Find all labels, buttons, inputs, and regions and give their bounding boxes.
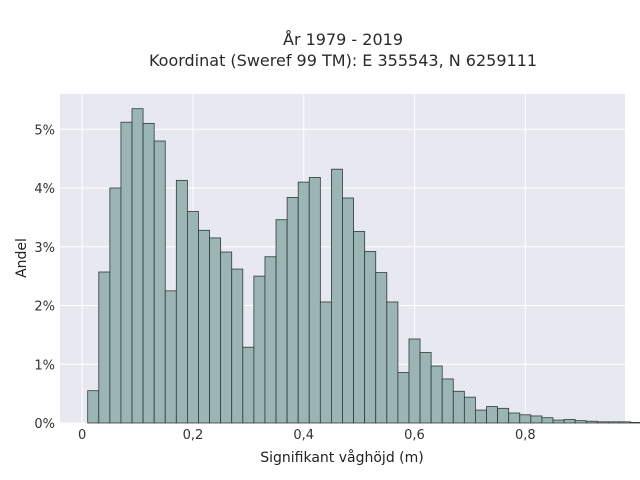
histogram-bar: [109, 187, 122, 424]
histogram-bar: [375, 272, 388, 424]
histogram-bar: [98, 271, 111, 424]
y-tick-label: 3%: [34, 241, 55, 256]
histogram-bar: [242, 346, 255, 424]
histogram-bar: [187, 211, 199, 424]
y-tick-label: 1%: [34, 358, 55, 373]
histogram-bar: [153, 140, 166, 424]
histogram-bar: [131, 108, 144, 424]
y-axis-label: Andel: [14, 238, 30, 278]
histogram-bar: [142, 122, 155, 424]
chart-title: År 1979 - 2019: [283, 30, 403, 49]
histogram-bar: [530, 415, 543, 424]
histogram-bar: [164, 290, 177, 424]
x-tick-label: 0: [78, 428, 86, 443]
histogram-bar: [353, 231, 366, 424]
x-tick-label: 0,4: [293, 428, 314, 443]
histogram-bar: [574, 420, 587, 424]
histogram-bar: [619, 421, 631, 424]
histogram-bar: [596, 421, 609, 424]
histogram-bar: [209, 237, 222, 424]
histogram-bar: [475, 409, 487, 424]
histogram-bar: [397, 372, 410, 424]
histogram-bar: [286, 196, 299, 424]
y-axis-ticks: 0% 1% 2% 3% 4% 5%: [34, 123, 55, 432]
histogram-bar: [607, 421, 620, 424]
y-tick-label: 2%: [34, 300, 55, 315]
y-tick-label: 4%: [34, 182, 55, 197]
histogram-bar: [253, 275, 266, 424]
histogram-bar: [441, 378, 454, 424]
histogram-bar: [430, 365, 443, 424]
x-tick-label: 0,8: [515, 428, 536, 443]
x-tick-label: 0,2: [183, 428, 204, 443]
y-tick-label: 5%: [34, 123, 55, 138]
histogram-bar: [87, 390, 100, 424]
histogram-bar: [297, 181, 310, 424]
histogram-bar: [552, 419, 565, 424]
x-axis-label: Signifikant våghöjd (m): [260, 449, 423, 466]
chart-subtitle: Koordinat (Sweref 99 TM): E 355543, N 62…: [149, 51, 537, 70]
x-axis-ticks: 0 0,2 0,4 0,6 0,8: [78, 428, 536, 443]
histogram-bar: [308, 177, 321, 424]
histogram-bar: [386, 301, 399, 424]
histogram-bar: [264, 256, 277, 424]
histogram-bar: [452, 390, 465, 424]
histogram-bar: [120, 121, 133, 424]
y-tick-label: 0%: [34, 417, 55, 432]
bars: [87, 108, 640, 424]
histogram-bar: [364, 251, 377, 424]
histogram-bar: [585, 420, 598, 424]
histogram-bar: [630, 422, 640, 424]
x-tick-label: 0,6: [404, 428, 425, 443]
histogram-bar: [508, 412, 521, 424]
histogram-bar: [175, 179, 188, 424]
histogram-bar: [408, 338, 421, 424]
histogram-bar: [519, 414, 532, 424]
histogram-bar: [563, 419, 576, 424]
histogram-bar: [419, 352, 432, 424]
histogram-bar: [231, 268, 244, 424]
histogram-bar: [319, 301, 332, 424]
histogram-bar: [342, 197, 354, 424]
histogram-bar: [486, 406, 498, 424]
histogram-bar: [497, 407, 510, 424]
histogram-bar: [463, 396, 476, 424]
histogram-bar: [275, 219, 288, 424]
histogram-bar: [198, 229, 210, 424]
histogram-bar: [331, 168, 343, 424]
histogram-bar: [541, 417, 554, 424]
histogram-bar: [220, 251, 233, 424]
